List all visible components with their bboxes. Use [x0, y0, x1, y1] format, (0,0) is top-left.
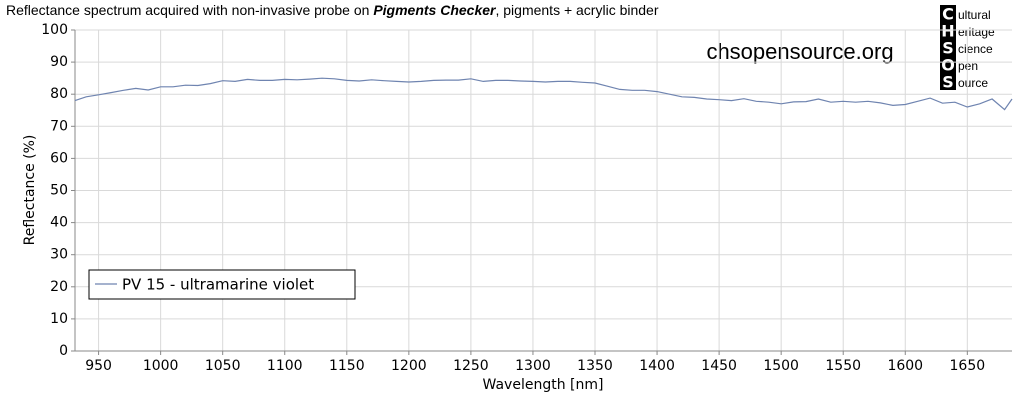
chart-title: Reflectance spectrum acquired with non-i… — [6, 2, 659, 18]
y-tick-label: 30 — [50, 247, 68, 263]
logo-letter: H — [941, 22, 954, 41]
logo-word: ource — [958, 76, 988, 90]
y-tick-label: 10 — [50, 311, 68, 327]
logo-word: pen — [958, 59, 978, 73]
x-axis-title: Wavelength [nm] — [483, 377, 604, 393]
x-tick-label: 1450 — [701, 358, 737, 374]
x-tick-label: 950 — [85, 358, 112, 374]
x-tick-label: 1300 — [515, 358, 551, 374]
x-tick-label: 1250 — [453, 358, 489, 374]
logo-letter: S — [942, 73, 954, 92]
x-tick-label: 1350 — [577, 358, 613, 374]
x-tick-label: 1600 — [887, 358, 923, 374]
logo-word: ultural — [958, 8, 991, 22]
legend-box — [88, 269, 356, 300]
x-tick-label: 1200 — [391, 358, 427, 374]
y-tick-label: 40 — [50, 215, 68, 231]
x-tick-label: 1550 — [825, 358, 861, 374]
title-part: Pigments Checker — [373, 2, 497, 18]
legend-label: PV 15 - ultramarine violet — [122, 276, 314, 294]
x-tick-label: 1050 — [205, 358, 241, 374]
y-tick-label: 20 — [50, 279, 68, 295]
title-part: Reflectance spectrum acquired with non-i… — [6, 2, 373, 18]
y-tick-label: 0 — [59, 343, 68, 359]
y-tick-label: 100 — [41, 22, 68, 38]
logo-word: eritage — [958, 25, 995, 39]
x-tick-label: 1400 — [639, 358, 675, 374]
y-tick-label: 80 — [50, 86, 68, 102]
logo-letter: O — [941, 56, 955, 75]
grid: 0 10 20 30 40 50 60 70 80 90 100 950 1000 1050 1100 115… — [41, 22, 1012, 374]
x-tick-label: 1000 — [143, 358, 179, 374]
y-tick-label: 60 — [50, 150, 68, 166]
x-tick-label: 1100 — [267, 358, 303, 374]
x-tick-label: 1150 — [329, 358, 365, 374]
logo-letter: C — [942, 5, 954, 24]
x-tick-label: 1650 — [950, 358, 986, 374]
logo-letter: S — [942, 39, 954, 58]
y-tick-label: 50 — [50, 183, 68, 199]
legend: PV 15 - ultramarine violet — [88, 269, 356, 300]
x-tick-label: 1500 — [763, 358, 799, 374]
watermark: chsopensource.org — [706, 39, 893, 64]
data-line — [74, 77, 1013, 111]
logo-word: cience — [958, 42, 993, 56]
title-part: , pigments + acrylic binder — [495, 2, 658, 18]
logo-block — [940, 5, 956, 90]
y-axis-title: Reflectance (%) — [22, 135, 38, 246]
y-tick-label: 90 — [50, 54, 68, 70]
y-tick-label: 70 — [50, 118, 68, 134]
